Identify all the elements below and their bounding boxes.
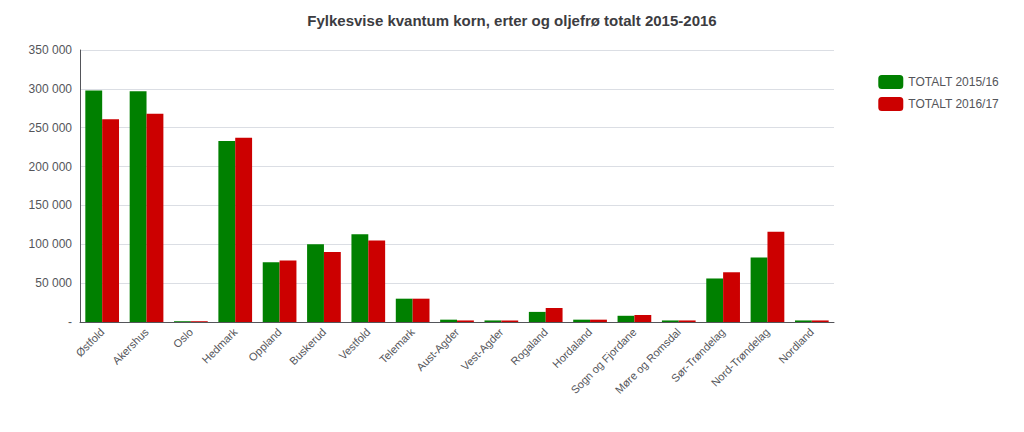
- svg-text:Møre og Romsdal: Møre og Romsdal: [613, 326, 683, 396]
- svg-text:100 000: 100 000: [29, 237, 73, 251]
- svg-text:Nordland: Nordland: [776, 326, 816, 366]
- svg-text:Østfold: Østfold: [73, 326, 106, 359]
- svg-text:Oslo: Oslo: [171, 326, 195, 350]
- svg-text:Sør-Trøndelag: Sør-Trøndelag: [668, 325, 728, 385]
- svg-text:300 000: 300 000: [29, 82, 73, 96]
- svg-text:TOTALT 2016/17: TOTALT 2016/17: [908, 97, 999, 111]
- svg-text:Vest-Agder: Vest-Agder: [459, 326, 506, 373]
- svg-text:TOTALT 2015/16: TOTALT 2015/16: [908, 75, 999, 89]
- svg-text:Aust-Agder: Aust-Agder: [414, 326, 462, 374]
- svg-text:150 000: 150 000: [29, 198, 73, 212]
- svg-text:Fylkesvise kvantum korn, erter: Fylkesvise kvantum korn, erter og oljefr…: [307, 12, 716, 29]
- svg-text:50 000: 50 000: [35, 276, 72, 290]
- svg-text:Hedmark: Hedmark: [199, 325, 239, 365]
- svg-text:Telemark: Telemark: [377, 325, 417, 365]
- svg-text:250 000: 250 000: [29, 121, 73, 135]
- svg-text:Sogn og Fjordane: Sogn og Fjordane: [568, 325, 639, 396]
- svg-text:200 000: 200 000: [29, 160, 73, 174]
- svg-text:Hordaland: Hordaland: [550, 326, 594, 370]
- svg-text:350 000: 350 000: [29, 43, 73, 57]
- svg-text:Rogaland: Rogaland: [508, 326, 550, 368]
- svg-text:-: -: [68, 315, 72, 329]
- svg-text:Akershus: Akershus: [110, 325, 151, 366]
- svg-text:Vestfold: Vestfold: [336, 326, 372, 362]
- svg-text:Oppland: Oppland: [246, 326, 284, 364]
- svg-text:Buskerud: Buskerud: [287, 326, 328, 367]
- svg-text:Nord-Trøndelag: Nord-Trøndelag: [709, 326, 772, 389]
